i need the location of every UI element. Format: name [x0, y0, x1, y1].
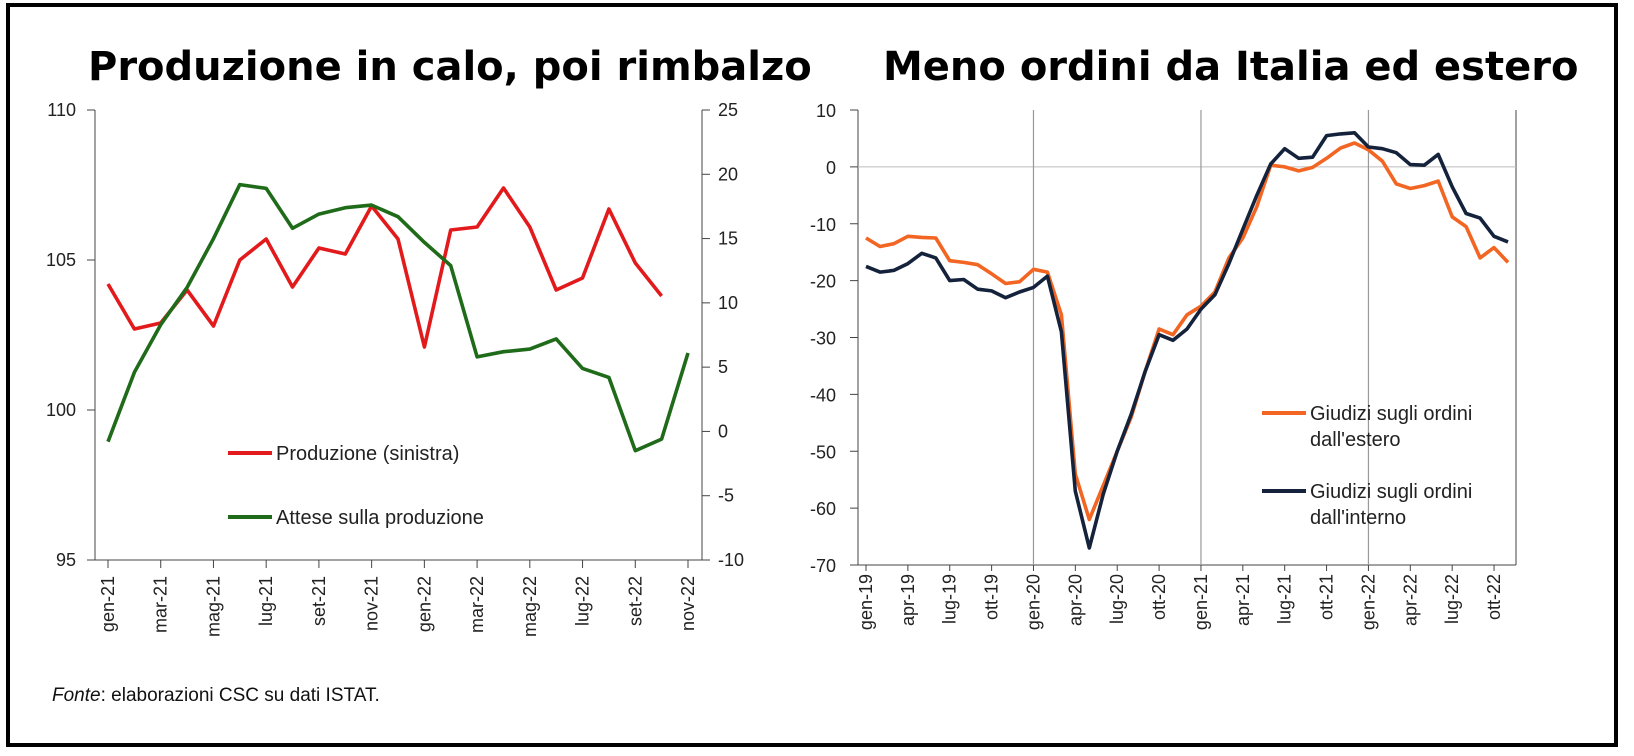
left-y-tick-label: 100: [46, 400, 76, 420]
x-tick-label: ott-19: [982, 574, 1002, 620]
x-tick-label: gen-20: [1023, 574, 1043, 630]
y-tick-label: -60: [810, 499, 836, 519]
x-tick-label: lug-20: [1107, 574, 1127, 624]
source-text: : elaborazioni CSC su dati ISTAT.: [100, 685, 380, 706]
x-tick-label: mar-21: [151, 576, 171, 633]
x-tick-label: lug-22: [1442, 574, 1462, 624]
x-tick-label: lug-19: [940, 574, 960, 624]
x-tick-label: mar-22: [467, 576, 487, 633]
x-tick-label: lug-21: [256, 576, 276, 626]
y-tick-label: 10: [816, 101, 836, 121]
right-y-tick-label: 5: [718, 357, 728, 377]
x-tick-label: apr-22: [1400, 574, 1420, 626]
x-tick-label: apr-21: [1233, 574, 1253, 626]
legend-label-line: Giudizi sugli ordini: [1310, 403, 1472, 425]
legend-label-line: dall'interno: [1310, 507, 1406, 529]
y-tick-label: -30: [810, 329, 836, 349]
x-tick-label: gen-21: [98, 576, 118, 632]
x-tick-label: lug-22: [573, 576, 593, 626]
x-tick-label: ott-20: [1149, 574, 1169, 620]
x-tick-label: gen-19: [856, 574, 876, 630]
legend-label-estero: Giudizi sugli ordini dall'estero: [1310, 403, 1472, 451]
legend-label-attese: Attese sulla produzione: [276, 507, 484, 529]
left-y-tick-label: 95: [56, 550, 76, 570]
attese-series-line: [106, 182, 690, 453]
right-y-tick-label: -10: [718, 550, 744, 570]
x-tick-label: mag-22: [520, 576, 540, 637]
x-tick-label: set-22: [625, 576, 645, 626]
x-tick-label: mag-21: [203, 576, 223, 637]
y-tick-label: 0: [826, 158, 836, 178]
x-tick-label: ott-21: [1317, 574, 1337, 620]
right-y-tick-label: 20: [718, 164, 738, 184]
legend-label-line: dall'estero: [1310, 429, 1401, 451]
estero-series-line: [865, 141, 1510, 522]
right-y-tick-label: 0: [718, 421, 728, 441]
legend-label-line: Giudizi sugli ordini: [1310, 481, 1472, 503]
legend-label-produzione: Produzione (sinistra): [276, 443, 459, 465]
interno-series-line: [865, 131, 1509, 550]
figure-frame: [6, 3, 1618, 747]
right-chart-title: Meno ordini da Italia ed estero: [883, 44, 1579, 90]
right-y-tick-label: -5: [718, 486, 734, 506]
x-tick-label: set-21: [309, 576, 329, 626]
x-tick-label: ott-22: [1484, 574, 1504, 620]
y-tick-label: -20: [810, 272, 836, 292]
left-y-tick-label: 110: [47, 100, 76, 120]
x-tick-label: apr-19: [898, 574, 918, 626]
left-y-tick-label: 105: [46, 250, 76, 270]
left-chart-title: Produzione in calo, poi rimbalzo: [88, 44, 812, 90]
y-tick-label: -10: [810, 215, 836, 235]
y-tick-label: -70: [810, 556, 836, 576]
source-label: Fonte: [52, 685, 101, 706]
x-tick-label: gen-22: [1358, 574, 1378, 630]
x-tick-label: apr-20: [1065, 574, 1085, 626]
x-tick-label: gen-21: [1191, 574, 1211, 630]
x-tick-label: nov-21: [362, 576, 382, 631]
y-tick-label: -40: [810, 385, 836, 405]
y-tick-label: -50: [810, 442, 836, 462]
produzione-series-line: [106, 186, 664, 349]
right-y-tick-label: 25: [718, 100, 738, 120]
x-tick-label: lug-21: [1275, 574, 1295, 624]
right-y-tick-label: 15: [718, 229, 738, 249]
source-note: Fonte: elaborazioni CSC su dati ISTAT.: [52, 685, 380, 707]
legend-label-interno: Giudizi sugli ordini dall'interno: [1310, 481, 1472, 529]
x-tick-label: nov-22: [678, 576, 698, 631]
right-y-tick-label: 10: [718, 293, 738, 313]
x-tick-label: gen-22: [414, 576, 434, 632]
